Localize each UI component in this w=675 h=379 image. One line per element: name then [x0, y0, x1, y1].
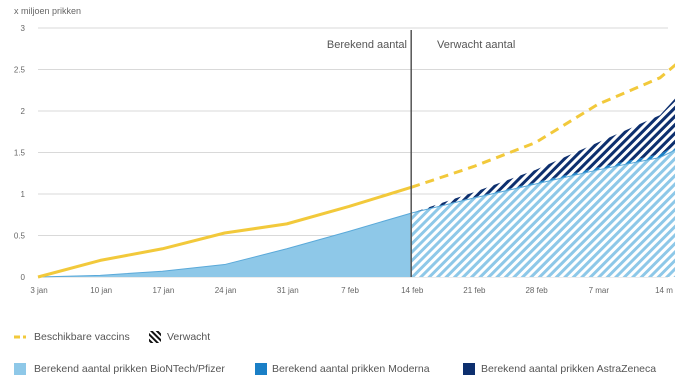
legend-label-vaccines: Beschikbare vaccins	[34, 331, 130, 343]
x-tick-7: 21 feb	[463, 286, 486, 295]
y-tick-5: 2.5	[14, 66, 26, 75]
y-tick-labels: 0 0.5 1 1.5 2 2.5 3	[14, 24, 26, 282]
y-tick-3: 1.5	[14, 149, 26, 158]
series-lines	[37, 63, 675, 279]
x-tick-2: 17 jan	[153, 286, 175, 295]
line-vaccines-expected	[410, 63, 675, 189]
legend-label-astrazeneca: Berekend aantal prikken AstraZeneca	[481, 363, 656, 375]
legend: Beschikbare vaccins Verwacht Berekend aa…	[14, 331, 656, 375]
x-tick-4: 31 jan	[277, 286, 299, 295]
grid	[38, 27, 668, 278]
area-pfizer-calculated	[38, 213, 412, 277]
legend-swatch-hatched	[149, 331, 161, 343]
x-tick-3: 24 jan	[215, 286, 237, 295]
series-areas	[37, 98, 675, 278]
y-tick-4: 2	[21, 107, 26, 116]
area-pfizer-expected	[411, 150, 675, 277]
legend-swatch-pfizer	[14, 363, 26, 375]
y-axis-label: x miljoen prikken	[14, 6, 81, 16]
area-pfizer-edge	[37, 149, 675, 278]
legend-item-astrazeneca: Berekend aantal prikken AstraZeneca	[463, 363, 656, 375]
legend-swatch-astrazeneca	[463, 363, 475, 375]
x-tick-5: 7 feb	[341, 286, 359, 295]
x-tick-labels: 3 jan 10 jan 17 jan 24 jan 31 jan 7 feb 14 feb…	[30, 286, 673, 295]
y-tick-1: 0.5	[14, 232, 26, 241]
legend-label-pfizer: Berekend aantal prikken BioNTech/Pfizer	[34, 363, 225, 375]
phase-label-expected: Verwacht aantal	[437, 39, 515, 51]
line-vaccines-calculated	[37, 185, 412, 279]
x-tick-9: 7 mar	[589, 286, 610, 295]
legend-label-verwacht: Verwacht	[167, 331, 210, 343]
x-tick-6: 14 feb	[401, 286, 424, 295]
y-tick-0: 0	[21, 273, 26, 282]
x-tick-8: 28 feb	[525, 286, 548, 295]
y-tick-6: 3	[21, 24, 26, 33]
x-tick-1: 10 jan	[90, 286, 112, 295]
legend-item-pfizer: Berekend aantal prikken BioNTech/Pfizer	[14, 363, 225, 375]
phase-label-calculated: Berekend aantal	[327, 39, 407, 51]
legend-swatch-moderna	[255, 363, 267, 375]
area-astrazeneca-expected	[411, 98, 675, 214]
legend-item-vaccines: Beschikbare vaccins	[14, 331, 130, 343]
legend-item-verwacht: Verwacht	[149, 331, 210, 343]
legend-item-moderna: Berekend aantal prikken Moderna	[255, 363, 430, 375]
y-tick-2: 1	[21, 190, 26, 199]
legend-label-moderna: Berekend aantal prikken Moderna	[272, 363, 430, 375]
x-tick-10: 14 m	[655, 286, 673, 295]
x-tick-0: 3 jan	[30, 286, 47, 295]
